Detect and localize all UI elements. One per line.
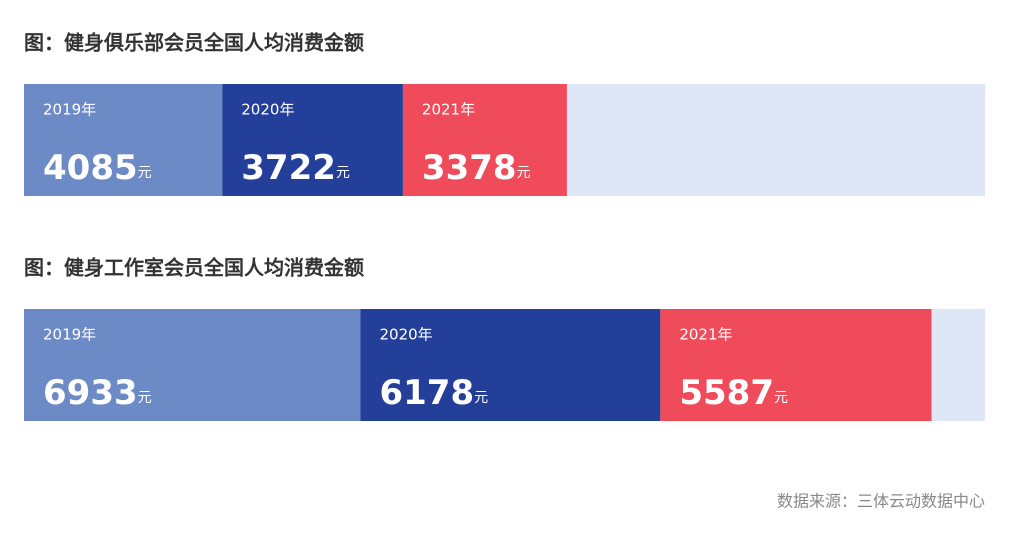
value-label: 3722元 xyxy=(241,148,350,188)
value-unit: 元 xyxy=(517,165,531,181)
chart-title: 图：健身俱乐部会员全国人均消费金额 xyxy=(24,31,364,55)
legend-label: 2020年 xyxy=(379,326,432,344)
value-number: 4085 xyxy=(43,148,138,188)
value-number: 3378 xyxy=(422,148,517,188)
value-number: 6178 xyxy=(379,373,474,413)
value-number: 5587 xyxy=(679,373,774,413)
bar-segment xyxy=(660,309,932,421)
value-label: 5587元 xyxy=(679,373,788,413)
value-number: 6933 xyxy=(43,373,138,413)
bar-segment xyxy=(24,309,361,421)
value-unit: 元 xyxy=(138,390,152,406)
value-unit: 元 xyxy=(474,390,488,406)
value-label: 4085元 xyxy=(43,148,152,188)
value-label: 3378元 xyxy=(422,148,531,188)
legend-label: 2021年 xyxy=(422,101,475,119)
value-label: 6933元 xyxy=(43,373,152,413)
value-label: 6178元 xyxy=(379,373,488,413)
value-unit: 元 xyxy=(774,390,788,406)
legend-label: 2021年 xyxy=(679,326,732,344)
legend-label: 2019年 xyxy=(43,326,96,344)
source: 数据来源：三体云动数据中心 xyxy=(777,492,985,511)
value-unit: 元 xyxy=(336,165,350,181)
legend-label: 2019年 xyxy=(43,101,96,119)
legend-label: 2020年 xyxy=(241,101,294,119)
value-unit: 元 xyxy=(138,165,152,181)
bar-segment xyxy=(360,309,661,421)
chart-title: 图：健身工作室会员全国人均消费金额 xyxy=(24,256,364,280)
value-number: 3722 xyxy=(241,148,336,188)
bar-segment xyxy=(24,84,223,196)
bar-segment xyxy=(402,84,567,196)
bar-segment xyxy=(222,84,403,196)
